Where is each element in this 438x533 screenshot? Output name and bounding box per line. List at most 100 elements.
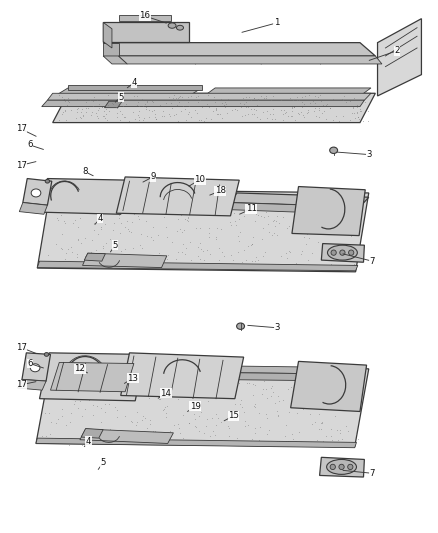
Point <box>68 243 75 251</box>
Point <box>44 437 51 445</box>
Point <box>170 189 177 197</box>
Point <box>287 111 294 120</box>
Point <box>69 219 76 227</box>
Point <box>43 201 50 209</box>
Point <box>202 422 209 430</box>
Point <box>59 412 66 421</box>
Point <box>298 93 305 101</box>
Point <box>242 256 249 264</box>
Point <box>327 431 334 440</box>
Point <box>339 402 346 410</box>
Point <box>288 103 295 111</box>
Point <box>95 106 102 114</box>
Polygon shape <box>118 56 381 64</box>
Point <box>307 198 314 207</box>
Point <box>319 107 326 116</box>
Point <box>85 387 92 396</box>
Point <box>151 110 158 118</box>
Point <box>233 106 240 115</box>
Point <box>212 110 219 118</box>
Point <box>338 435 345 443</box>
Point <box>73 104 80 113</box>
Ellipse shape <box>44 353 49 356</box>
Point <box>106 235 113 244</box>
Point <box>261 385 268 394</box>
Point <box>331 373 338 381</box>
Point <box>68 408 75 417</box>
Point <box>224 422 231 431</box>
Point <box>259 224 266 233</box>
Point <box>245 93 252 101</box>
Point <box>108 99 115 108</box>
Point <box>244 110 251 118</box>
Point <box>251 381 258 389</box>
Point <box>200 256 207 265</box>
Polygon shape <box>228 193 368 207</box>
Point <box>198 408 205 416</box>
Point <box>65 384 72 393</box>
Point <box>336 429 343 437</box>
Point <box>117 107 124 115</box>
Point <box>276 106 283 114</box>
Polygon shape <box>42 100 364 107</box>
Point <box>47 430 54 438</box>
Point <box>318 419 325 427</box>
Point <box>286 247 293 256</box>
Point <box>169 94 176 102</box>
Point <box>244 262 251 271</box>
Point <box>323 100 330 109</box>
Point <box>277 95 284 104</box>
Point <box>134 206 141 215</box>
Point <box>98 404 105 413</box>
Point <box>317 425 324 433</box>
Point <box>123 386 130 394</box>
Point <box>172 110 179 118</box>
Point <box>101 220 108 229</box>
Point <box>129 108 136 116</box>
Point <box>282 108 289 116</box>
Point <box>202 368 209 377</box>
Point <box>174 248 181 256</box>
Point <box>131 192 138 201</box>
Point <box>140 116 147 125</box>
Point <box>252 253 259 261</box>
Point <box>311 92 318 100</box>
Point <box>318 375 325 383</box>
Text: 5: 5 <box>100 458 106 467</box>
Point <box>176 93 183 101</box>
Point <box>152 206 159 214</box>
Point <box>235 237 242 246</box>
Point <box>173 214 180 223</box>
Point <box>163 402 170 410</box>
Point <box>196 255 203 263</box>
Point <box>187 256 194 264</box>
Point <box>59 110 66 118</box>
Point <box>177 440 184 448</box>
Point <box>180 226 187 235</box>
Point <box>200 429 207 437</box>
Point <box>64 245 71 254</box>
Point <box>188 263 195 272</box>
Point <box>279 395 286 404</box>
Point <box>276 219 283 228</box>
Point <box>283 254 290 262</box>
Point <box>329 95 336 103</box>
Point <box>100 250 107 259</box>
Point <box>98 102 105 111</box>
Point <box>314 106 321 114</box>
Point <box>207 115 214 123</box>
Point <box>113 406 120 415</box>
Point <box>238 402 245 411</box>
Point <box>150 199 157 208</box>
Point <box>205 224 212 232</box>
Point <box>339 95 346 104</box>
Point <box>212 104 219 113</box>
Point <box>353 434 360 443</box>
Point <box>176 429 183 438</box>
Text: 8: 8 <box>82 167 87 176</box>
Point <box>316 364 323 372</box>
Point <box>254 211 261 220</box>
Point <box>315 410 322 418</box>
Point <box>184 213 191 222</box>
Polygon shape <box>103 56 127 64</box>
